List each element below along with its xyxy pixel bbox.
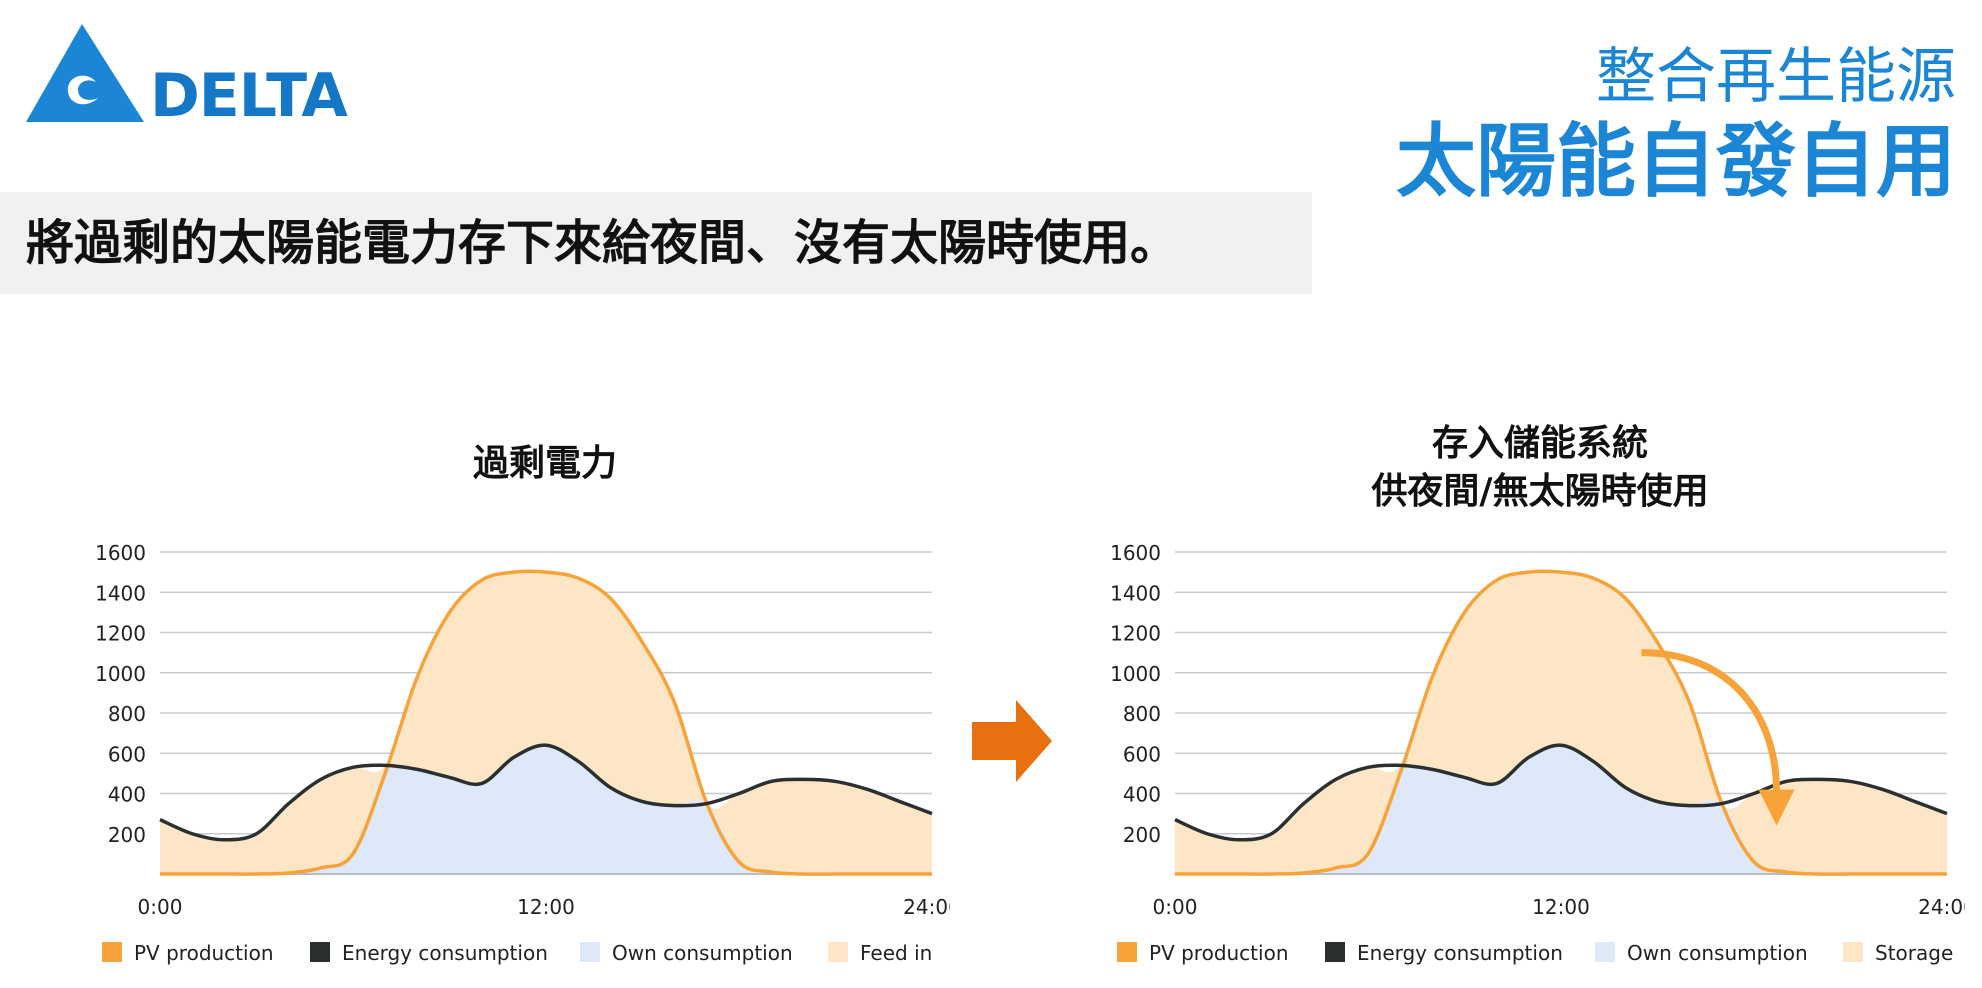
energy-consumption-line (159, 743, 933, 842)
legend-swatch (1325, 942, 1345, 962)
logo-wordmark: DELTA (150, 61, 348, 131)
y-tick-label: 200 (1123, 823, 1161, 847)
y-tick-label: 800 (1123, 702, 1161, 726)
legend-item: Own consumption (1595, 941, 1808, 965)
legend-label: Own consumption (612, 941, 793, 965)
legend-label: Own consumption (1627, 941, 1808, 965)
y-tick-label: 600 (108, 742, 146, 766)
own-consumption-area (160, 745, 932, 875)
storage-arrow-curve (1641, 649, 1781, 792)
legend-item: Energy consumption (1325, 941, 1563, 965)
y-tick-label: 1000 (1110, 662, 1161, 686)
legend-swatch (828, 942, 848, 962)
legend-item: PV production (1117, 941, 1289, 965)
legend-swatch (1843, 942, 1863, 962)
x-tick-label: 12:00 (1532, 895, 1590, 919)
y-tick-label: 1400 (95, 581, 146, 605)
x-tick-label: 24:00 (903, 895, 950, 919)
y-tick-label: 600 (1123, 742, 1161, 766)
delta-triangle-icon (26, 24, 144, 122)
page-subtitle: 整合再生能源 (1596, 42, 1956, 112)
chart-title-storage: 存入儲能系統 供夜間/無太陽時使用 (1290, 420, 1790, 516)
page-title: 太陽能自發自用 (1396, 115, 1956, 208)
storage-arrow-head-icon (1758, 789, 1795, 826)
title-block: 整合再生能源 太陽能自發自用 (1396, 40, 1956, 210)
y-tick-label: 1200 (1110, 622, 1161, 646)
banner-text: 將過剩的太陽能電力存下來給夜間、沒有太陽時使用。 (26, 215, 1179, 271)
legend-label: Feed in (860, 941, 932, 965)
legend-label: PV production (1149, 941, 1289, 965)
legend-item: Energy consumption (310, 941, 548, 965)
y-tick-label: 1000 (95, 662, 146, 686)
chart-title-storage-line-1: 存入儲能系統 (1431, 423, 1648, 464)
y-tick-label: 1200 (95, 622, 146, 646)
x-tick-label: 12:00 (517, 895, 575, 919)
chart-title-storage-line-2: 供夜間/無太陽時使用 (1371, 471, 1709, 512)
feed-in-area (160, 571, 932, 875)
legend-swatch (580, 942, 600, 962)
x-tick-label: 0:00 (1153, 895, 1198, 919)
chart-title-surplus: 過剩電力 (472, 443, 617, 484)
message-banner: 將過剩的太陽能電力存下來給夜間、沒有太陽時使用。 (0, 192, 1312, 294)
storage-chart: 200 400 600 800 1000 1200 1400 1600 0:00 12:00 24:… (1110, 541, 1965, 965)
storage-area (1175, 571, 1947, 875)
right-arrow-icon (972, 700, 1052, 782)
legend-label: PV production (134, 941, 274, 965)
legend-item: Own consumption (580, 941, 793, 965)
pv-production-line (1175, 569, 1947, 876)
delta-logo (26, 24, 144, 122)
energy-consumption-line (1174, 743, 1948, 842)
legend-label: Energy consumption (342, 941, 548, 965)
legend-swatch (310, 942, 330, 962)
legend-swatch (1117, 942, 1137, 962)
y-tick-label: 800 (108, 702, 146, 726)
x-tick-label: 0:00 (138, 895, 183, 919)
legend-item: Feed in (828, 941, 932, 965)
legend-item: Storage (1843, 941, 1953, 965)
legend-swatch (1595, 942, 1615, 962)
y-tick-label: 1400 (1110, 581, 1161, 605)
legend-item: PV production (102, 941, 274, 965)
y-tick-label: 1600 (1110, 541, 1161, 565)
y-tick-label: 400 (1123, 783, 1161, 807)
own-consumption-area (1175, 745, 1947, 875)
arrow-shape (972, 700, 1052, 782)
y-tick-label: 1600 (95, 541, 146, 565)
pv-production-line (160, 569, 932, 876)
surplus-power-chart: 200 400 600 800 1000 1200 1400 1600 0:00 12:00 24:… (95, 541, 950, 965)
y-tick-label: 400 (108, 783, 146, 807)
y-tick-label: 200 (108, 823, 146, 847)
legend-swatch (102, 942, 122, 962)
x-tick-label: 24:00 (1918, 895, 1965, 919)
delta-swirl-icon (67, 75, 98, 105)
legend-label: Energy consumption (1357, 941, 1563, 965)
legend-label: Storage (1875, 941, 1953, 965)
